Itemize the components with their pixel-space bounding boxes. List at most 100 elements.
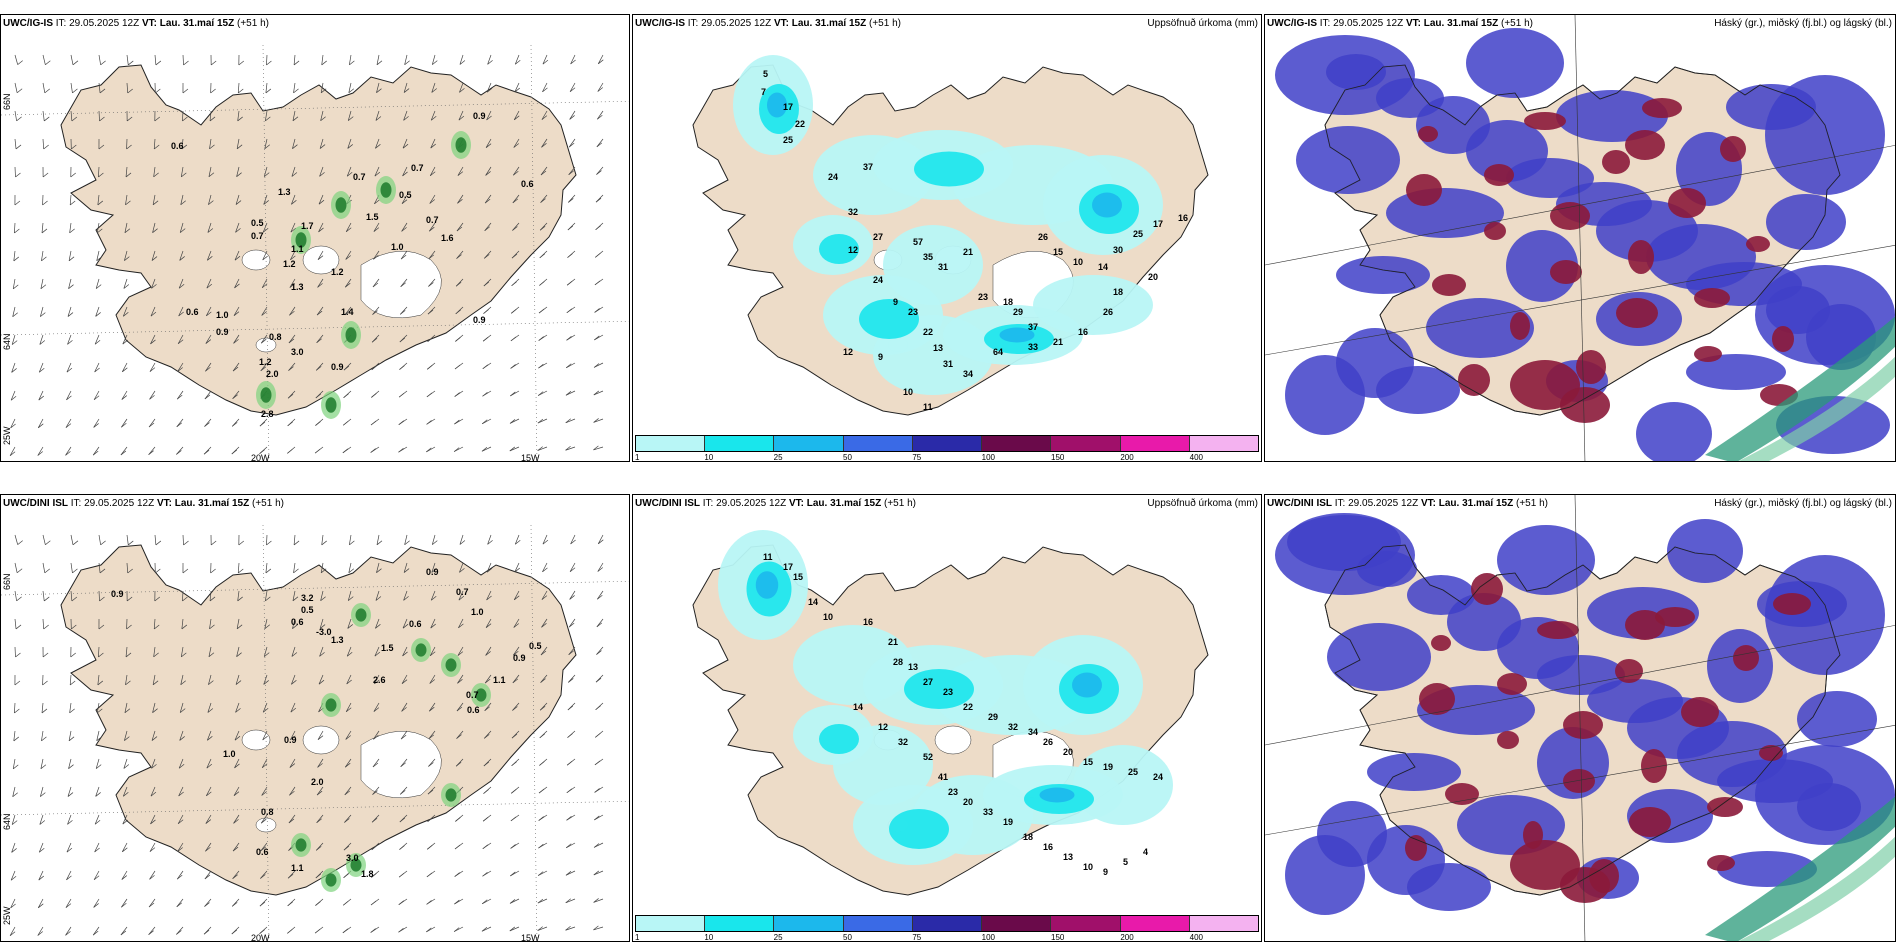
wind-barb — [150, 334, 156, 345]
wind-barb — [482, 390, 492, 397]
wind-barb — [264, 590, 271, 602]
wind-barb — [67, 786, 74, 797]
wind-barb — [67, 334, 73, 345]
wind-barb — [259, 446, 268, 454]
wind-barb — [70, 166, 76, 178]
wind-barb — [42, 646, 49, 658]
wind-barb — [42, 54, 51, 65]
wind-barb — [455, 758, 464, 767]
wind-barb — [402, 138, 409, 149]
wind-barb — [177, 842, 184, 852]
precip-area-mid — [904, 669, 974, 709]
precip-value: 10 — [1073, 257, 1083, 267]
wind-barb — [427, 786, 436, 795]
precip-value: 33 — [983, 807, 993, 817]
precip-area-light — [1033, 275, 1153, 335]
wind-barb — [426, 390, 436, 398]
wind-barb — [203, 446, 212, 455]
precip-value: 24 — [828, 172, 838, 182]
colorbar-tick-label: 150 — [1051, 933, 1065, 942]
wind-barb — [96, 730, 102, 742]
wind-barb — [542, 54, 549, 65]
wind-barb — [567, 222, 576, 231]
wind-barb — [399, 362, 408, 370]
wind-barb — [204, 870, 212, 880]
wind-barb — [430, 138, 436, 149]
precip-value: 19 — [1003, 817, 1013, 827]
temperature-value: 0.7 — [466, 690, 479, 700]
wind-barb — [260, 870, 268, 879]
precip-area-mid — [914, 151, 984, 187]
wind-barb — [98, 110, 105, 122]
wind-barb — [426, 898, 436, 905]
wind-barb — [66, 390, 72, 401]
precip-value: 24 — [873, 275, 883, 285]
wind-barb — [180, 646, 187, 658]
wind-barb — [483, 278, 492, 287]
wind-barb — [231, 926, 240, 935]
wind-barb — [233, 786, 240, 796]
precip-value: 32 — [898, 737, 908, 747]
wind-barb — [260, 362, 268, 372]
wind-barb — [126, 618, 132, 630]
wind-barb — [318, 674, 325, 685]
wind-barb — [176, 390, 184, 400]
temperature-value: 1.2 — [259, 357, 272, 367]
wind-barb — [41, 250, 47, 262]
wind-barb — [180, 674, 186, 686]
wind-barb — [457, 674, 464, 684]
wind-barb — [69, 222, 75, 234]
precip-shade-core — [325, 698, 337, 712]
wind-barb — [342, 926, 352, 934]
wind-barb — [513, 110, 520, 121]
wind-barb — [37, 898, 44, 909]
wind-barb — [207, 702, 214, 713]
wind-barb — [262, 702, 269, 713]
colorbar-swatch — [843, 436, 913, 451]
wind-barb — [65, 926, 72, 936]
wind-barb — [42, 194, 48, 206]
panel-header: UWC/IG-IS IT: 29.05.2025 12Z VT: Lau. 31… — [1267, 18, 1533, 29]
temperature-wind-map: 0.9 0.9 0.7 3.2 0.5 1.0 0.6 -3.01.3 1.5 0.6 2.6 1.1… — [1, 495, 629, 941]
wind-barb — [456, 250, 464, 259]
panel-dini-precipitation: UWC/DINI ISL IT: 29.05.2025 12Z VT: Lau.… — [632, 494, 1262, 942]
panel-product-title: Uppsöfnuð úrkoma (mm) — [1147, 498, 1258, 509]
wind-barb — [539, 758, 548, 766]
wind-barb — [264, 110, 271, 122]
wind-barb — [14, 534, 23, 545]
wind-barb — [455, 278, 464, 287]
temperature-value: 1.8 — [361, 869, 374, 879]
wind-barb — [259, 926, 268, 934]
precip-value: 27 — [923, 677, 933, 687]
wind-barb — [342, 898, 352, 906]
wind-barb — [319, 166, 325, 177]
latitude-label-64n: 64N — [2, 333, 12, 350]
panel-dini-clouds: UWC/DINI ISL IT: 29.05.2025 12Z VT: Lau.… — [1264, 494, 1896, 942]
colorbar-tick-label: 200 — [1120, 933, 1134, 942]
wind-barb — [429, 166, 436, 177]
wind-barb — [151, 278, 157, 289]
mid-cloud — [1560, 387, 1610, 423]
precip-value: 15 — [793, 572, 803, 582]
wind-barb — [373, 222, 380, 232]
wind-barb — [207, 222, 214, 233]
wind-barb — [347, 110, 354, 121]
wind-barb — [122, 814, 129, 825]
wind-barb — [569, 110, 576, 120]
precip-value: 22 — [795, 119, 805, 129]
temperature-value: 0.5 — [529, 641, 542, 651]
wind-barb — [154, 562, 161, 574]
wind-barb — [96, 250, 102, 262]
precip-value: 17 — [783, 562, 793, 572]
precip-value: 26 — [1103, 307, 1113, 317]
wind-barb — [537, 898, 548, 904]
wind-barb — [512, 222, 520, 231]
wind-barb — [208, 194, 214, 205]
wind-barb — [403, 82, 410, 93]
wind-barb — [179, 250, 185, 261]
wind-barb — [40, 306, 46, 317]
mid-cloud — [1550, 202, 1590, 230]
wind-barb — [482, 362, 492, 370]
wind-barb — [292, 590, 299, 602]
colorbar-swatch — [705, 916, 775, 931]
